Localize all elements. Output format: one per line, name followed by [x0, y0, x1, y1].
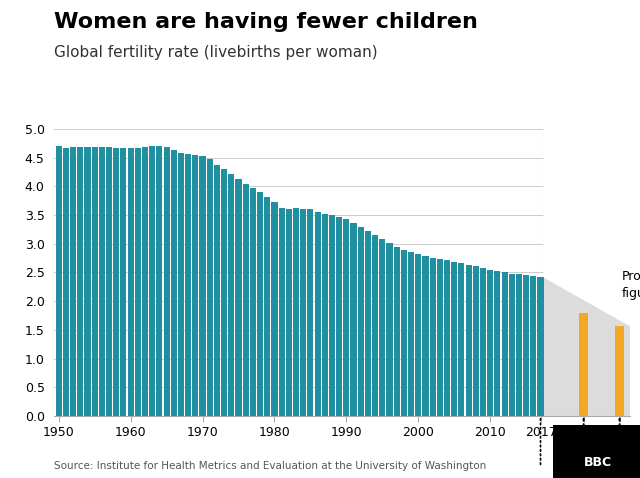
Bar — [314, 212, 321, 416]
Bar — [365, 230, 371, 416]
Bar — [451, 262, 457, 416]
Text: Projected
figures: Projected figures — [622, 270, 640, 300]
Bar — [415, 254, 421, 416]
Bar — [135, 148, 141, 416]
Bar — [142, 147, 148, 416]
Bar — [164, 147, 170, 416]
Bar — [487, 270, 493, 416]
Bar — [185, 154, 191, 416]
Bar — [84, 147, 90, 416]
Bar — [408, 252, 414, 416]
Bar — [387, 243, 392, 416]
Bar — [221, 169, 227, 416]
Bar — [207, 160, 212, 416]
Bar — [243, 184, 249, 416]
Bar — [106, 147, 112, 416]
Bar — [336, 217, 342, 416]
Bar — [394, 247, 400, 416]
Bar — [63, 148, 69, 416]
Bar — [300, 209, 307, 416]
Bar — [286, 209, 292, 416]
Bar — [214, 164, 220, 416]
Bar — [236, 179, 241, 416]
Bar — [401, 250, 407, 416]
Bar — [156, 146, 163, 416]
Bar — [509, 273, 515, 416]
Bar — [99, 147, 105, 416]
Bar — [192, 155, 198, 416]
Bar — [113, 148, 119, 416]
Text: Global fertility rate (livebirths per woman): Global fertility rate (livebirths per wo… — [54, 45, 378, 60]
Bar — [538, 277, 543, 416]
Bar — [351, 223, 356, 416]
Bar — [92, 147, 98, 416]
Bar — [465, 265, 472, 416]
Bar — [343, 219, 349, 416]
Bar — [436, 259, 443, 416]
Bar — [200, 156, 205, 416]
Bar — [178, 153, 184, 416]
Bar — [422, 256, 429, 416]
Bar — [171, 150, 177, 416]
Bar — [523, 275, 529, 416]
Bar — [70, 147, 76, 416]
Bar — [502, 272, 508, 416]
Bar — [429, 258, 436, 416]
Bar — [293, 208, 299, 416]
Bar — [271, 203, 278, 416]
Bar — [329, 215, 335, 416]
Bar — [250, 188, 256, 416]
Bar — [516, 274, 522, 416]
Polygon shape — [544, 277, 630, 416]
Bar — [307, 209, 314, 416]
Bar — [444, 261, 450, 416]
Bar — [473, 266, 479, 416]
Bar — [56, 146, 62, 416]
Bar — [615, 326, 624, 416]
Bar — [127, 148, 134, 416]
Bar — [120, 148, 127, 416]
Bar — [278, 207, 285, 416]
Bar — [77, 147, 83, 416]
Bar — [458, 263, 465, 416]
Text: Women are having fewer children: Women are having fewer children — [54, 12, 478, 32]
Bar — [531, 276, 536, 416]
Bar — [480, 268, 486, 416]
Bar — [579, 313, 588, 416]
Bar — [544, 129, 630, 416]
Bar — [264, 197, 270, 416]
Bar — [257, 192, 263, 416]
Bar — [322, 214, 328, 416]
Bar — [494, 272, 500, 416]
Bar — [380, 239, 385, 416]
Text: Source: Institute for Health Metrics and Evaluation at the University of Washing: Source: Institute for Health Metrics and… — [54, 461, 486, 471]
Bar — [149, 146, 156, 416]
Polygon shape — [544, 129, 630, 326]
Bar — [372, 235, 378, 416]
Text: BBC: BBC — [584, 456, 612, 469]
Bar — [358, 227, 364, 416]
Bar — [228, 174, 234, 416]
